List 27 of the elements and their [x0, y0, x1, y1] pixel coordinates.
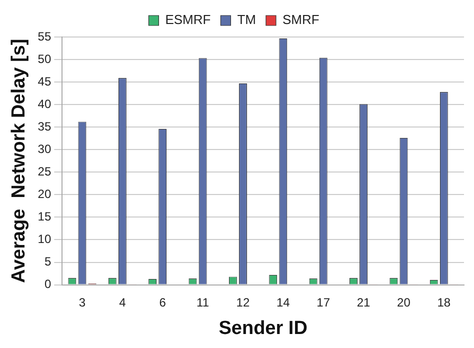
y-tick-label: 5 [44, 254, 52, 269]
legend-label: SMRF [282, 12, 320, 28]
y-tick-label: 45 [38, 74, 52, 88]
y-tick-label: 40 [38, 96, 52, 111]
x-tick-label: 12 [236, 295, 250, 310]
y-tick-label: 55 [38, 29, 52, 44]
y-tick-label: 35 [38, 119, 52, 134]
x-tick-label: 21 [356, 295, 371, 310]
legend-label: TM [237, 12, 256, 28]
x-tick-label: 4 [119, 295, 126, 310]
y-tick-label: 15 [38, 210, 52, 224]
x-tick-label: 20 [397, 295, 411, 310]
x-axis-title: Sender ID [218, 318, 308, 339]
y-tick-label: 30 [38, 142, 52, 156]
y-tick-label: 50 [38, 52, 52, 66]
legend-label: ESMRF [165, 12, 211, 28]
y-tick-label: 0 [44, 277, 52, 292]
x-tick-label: 14 [276, 295, 290, 310]
x-tick-label: 6 [159, 295, 166, 310]
x-tick-label: 18 [437, 295, 451, 310]
y-tick-label: 10 [38, 232, 52, 246]
x-tick-label: 3 [78, 295, 86, 310]
x-tick-label: 17 [316, 295, 330, 310]
y-tick-label: 25 [38, 164, 52, 178]
y-tick-label: 20 [38, 187, 52, 202]
x-tick-label: 11 [196, 295, 210, 310]
y-axis-title: Average Network Delay [s] [8, 38, 30, 284]
